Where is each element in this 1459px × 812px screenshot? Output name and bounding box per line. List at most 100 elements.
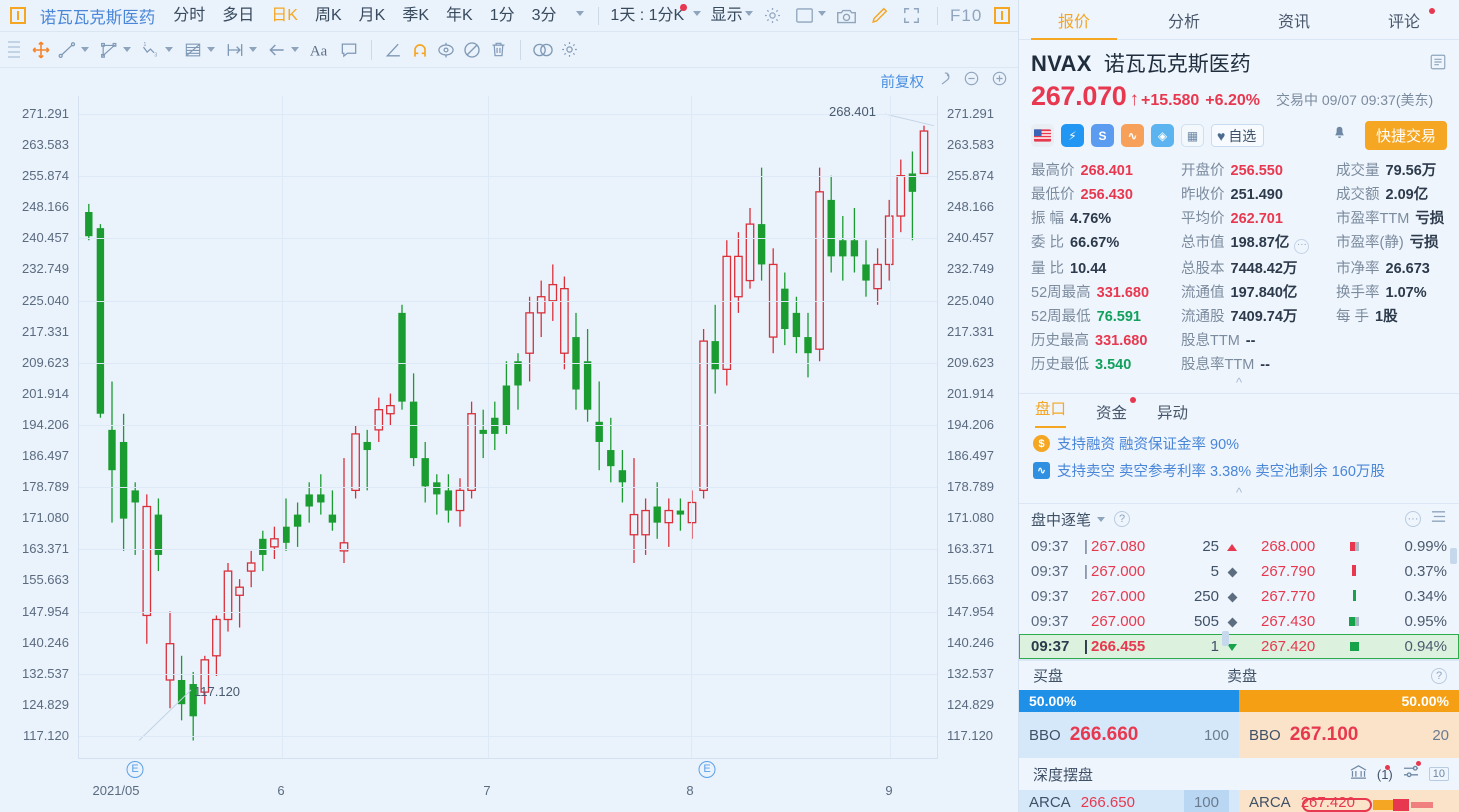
period-duori[interactable]: 多日	[222, 6, 255, 24]
gear-icon[interactable]	[763, 5, 783, 27]
wave-tool-chevron-down-icon[interactable]	[165, 47, 173, 52]
period-quarterk[interactable]: 季K	[402, 6, 430, 24]
period-3min[interactable]: 3分	[531, 6, 557, 24]
tick-row[interactable]: 09:37 267.000 505 267.430 0.95%	[1019, 609, 1459, 634]
camera-icon[interactable]	[836, 5, 857, 27]
chart-layout-icon[interactable]	[794, 5, 814, 27]
fullscreen-icon[interactable]	[901, 5, 921, 27]
pankou-tab-funds[interactable]: 资金	[1096, 397, 1137, 423]
alert-bell-icon[interactable]	[1331, 125, 1348, 147]
period-monthk[interactable]: 月K	[358, 6, 386, 24]
angle-icon[interactable]	[381, 37, 407, 63]
tick-filter-chevron-down-icon[interactable]	[1097, 516, 1106, 522]
fibonacci-tool-chevron-down-icon[interactable]	[207, 47, 215, 52]
comment-icon[interactable]	[336, 37, 362, 63]
candlestick-plot[interactable]: 268.401 117.120	[78, 96, 938, 758]
bbo-sell[interactable]: BBO 267.100 20	[1239, 712, 1459, 758]
y-axis-tick: 171.080	[22, 510, 69, 526]
tick-scrollbar-thumb-top[interactable]	[1450, 548, 1457, 564]
toolbar-symbol-label[interactable]: 诺瓦瓦克斯医药	[39, 8, 156, 27]
depth-levels-ten-button[interactable]: 10	[1428, 767, 1449, 781]
arrow-chevron-down-icon[interactable]	[291, 47, 299, 52]
tag-icon[interactable]: ◈	[1151, 124, 1174, 147]
measure-tool-icon[interactable]	[222, 37, 248, 63]
hide-drawings-icon[interactable]	[459, 37, 485, 63]
margin-financing-row[interactable]: $ 支持融资 融资保证金率 90%	[1019, 430, 1459, 457]
short-sell-row[interactable]: ∿ 支持卖空 卖空参考利率 3.38% 卖空池剩余 160万股	[1019, 457, 1459, 484]
display-menu-label[interactable]: 显示	[710, 6, 743, 24]
depth-settings-icon[interactable]	[1402, 761, 1421, 784]
collapse-stats-chevron-up-icon[interactable]: ^	[1235, 375, 1243, 390]
price-chart[interactable]: 271.291 263.583 255.874 248.166 240.457 232.7…	[0, 96, 1018, 812]
period-weekk[interactable]: 周K	[314, 6, 342, 24]
tab-quote[interactable]: 报价	[1019, 0, 1129, 40]
text-tool-icon[interactable]: Aa	[306, 37, 336, 63]
tick-more-options-icon[interactable]: ···	[1405, 511, 1421, 527]
adjust-mode-label[interactable]: 前复权	[880, 74, 925, 91]
measure-tool-chevron-down-icon[interactable]	[249, 47, 257, 52]
volatility-icon[interactable]: ∿	[1121, 124, 1144, 147]
market-cap-more-icon[interactable]: ···	[1294, 239, 1310, 254]
period-dayk[interactable]: 日K	[271, 6, 298, 24]
short-sell-icon[interactable]: S	[1091, 124, 1114, 147]
zoom-out-icon[interactable]	[963, 70, 980, 92]
tab-news[interactable]: 资讯	[1239, 0, 1349, 39]
company-profile-icon[interactable]	[1429, 53, 1447, 76]
drawing-settings-gear-icon[interactable]	[556, 37, 582, 63]
f10-button[interactable]: F10	[949, 5, 983, 25]
period-1min[interactable]: 1分	[489, 6, 515, 24]
pankou-tab-alerts[interactable]: 异动	[1157, 401, 1188, 423]
shape-tool-icon[interactable]	[96, 37, 122, 63]
tab-analysis[interactable]: 分析	[1129, 0, 1239, 39]
tick-row[interactable]: 09:37 | 266.455 1 267.420 0.94%	[1019, 634, 1459, 659]
exchange-icon[interactable]	[1349, 764, 1368, 785]
trend-line-chevron-down-icon[interactable]	[81, 47, 89, 52]
depth-count-label[interactable]: (1)	[1377, 764, 1393, 782]
bookmark-icon[interactable]: ▦	[1181, 124, 1204, 147]
multi-chart-label[interactable]: 1天 : 1分K	[610, 6, 685, 24]
trash-icon[interactable]	[485, 37, 511, 63]
lock-drawing-icon[interactable]	[433, 37, 459, 63]
e-badge-1[interactable]: E	[126, 761, 144, 778]
reset-zoom-icon[interactable]	[935, 70, 952, 92]
tick-list-view-icon[interactable]	[1430, 509, 1447, 529]
zoom-in-icon[interactable]	[991, 70, 1008, 92]
tick-table[interactable]: 09:37 | 267.080 25 268.000 0.99% 09:37 | 267.000…	[1019, 534, 1459, 659]
arrow-left-icon[interactable]	[264, 37, 290, 63]
bbo-buy[interactable]: BBO 266.660 100	[1019, 712, 1239, 758]
tick-scrollbar-thumb-bottom[interactable]	[1222, 631, 1229, 646]
period-fenshi[interactable]: 分时	[173, 6, 206, 24]
lightning-margin-icon[interactable]: ⚡	[1061, 124, 1084, 147]
trend-line-icon[interactable]	[54, 37, 80, 63]
toolbar-drag-handle[interactable]	[8, 40, 20, 59]
period-yeark[interactable]: 年K	[446, 6, 473, 24]
layout-toggle-icon[interactable]	[10, 7, 26, 24]
crosshair-move-icon[interactable]	[28, 37, 54, 63]
pankou-tab-orderbook[interactable]: 盘口	[1035, 397, 1067, 428]
tab-comments[interactable]: 评论	[1349, 0, 1459, 39]
tick-row[interactable]: 09:37 267.000 250 267.770 0.34%	[1019, 584, 1459, 609]
collapse-pankou-chevron-up-icon[interactable]: ^	[1235, 485, 1243, 500]
orderbook-help-icon[interactable]: ?	[1431, 667, 1447, 684]
arca-buy[interactable]: ARCA 266.650 100	[1019, 790, 1239, 812]
tick-row[interactable]: 09:37 | 267.080 25 268.000 0.99%	[1019, 534, 1459, 559]
magnet-icon[interactable]	[407, 37, 433, 63]
tick-help-icon[interactable]: ?	[1114, 511, 1131, 527]
add-to-watchlist-button[interactable]: ♥ 自选	[1211, 124, 1265, 147]
fibonacci-tool-icon[interactable]	[180, 37, 206, 63]
period-more-chevron-down-icon[interactable]	[575, 11, 584, 16]
e-badge-2[interactable]: E	[698, 761, 716, 778]
right-panel-toggle-icon[interactable]	[994, 7, 1011, 24]
compare-icon[interactable]	[530, 37, 556, 63]
us-flag-icon[interactable]	[1031, 124, 1054, 147]
quick-trade-button[interactable]: 快捷交易	[1364, 121, 1447, 150]
tick-row[interactable]: 09:37 | 267.000 5 267.790 0.37%	[1019, 559, 1459, 584]
display-chevron-down-icon[interactable]	[744, 11, 753, 16]
tick-volume: 5	[1210, 563, 1219, 580]
shape-tool-chevron-down-icon[interactable]	[123, 47, 131, 52]
pencil-icon[interactable]	[869, 5, 889, 27]
multi-chart-chevron-down-icon[interactable]	[692, 11, 701, 16]
arca-sell[interactable]: ARCA 267.420	[1239, 790, 1459, 812]
chart-layout-chevron-down-icon[interactable]	[818, 11, 827, 16]
